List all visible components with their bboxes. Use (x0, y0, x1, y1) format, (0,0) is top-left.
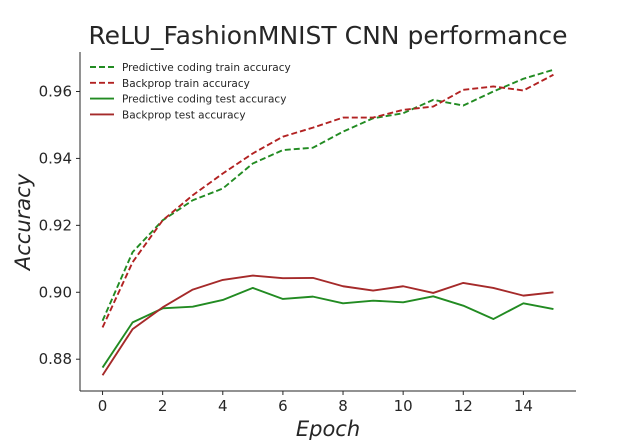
x-tick-label: 8 (338, 397, 348, 415)
x-tick-label: 2 (158, 397, 168, 415)
chart-title: ReLU_FashionMNIST CNN performance (88, 21, 567, 50)
series-line-2 (101, 73, 554, 328)
series-line-4 (101, 274, 554, 376)
x-axis-label: Epoch (296, 417, 360, 440)
x-tick-label: 14 (514, 397, 533, 415)
y-tick-label: 0.92 (39, 216, 72, 234)
axis-ticks: 0 2 4 6 8 10 12 14 0.88 0.90 0.92 0.94 0.96 (39, 82, 533, 415)
legend-label: Backprop test accuracy (122, 109, 246, 121)
series-line-3 (101, 286, 554, 369)
legend: Predictive coding train accuracy Backprop… (90, 62, 291, 121)
y-tick-label: 0.94 (39, 149, 72, 167)
x-tick-label: 4 (218, 397, 228, 415)
series-lines (101, 68, 554, 376)
legend-label: Predictive coding train accuracy (122, 62, 291, 74)
y-tick-label: 0.96 (39, 82, 72, 100)
legend-label: Predictive coding test accuracy (122, 94, 286, 106)
legend-label: Backprop train accuracy (122, 78, 250, 90)
x-tick-label: 0 (98, 397, 108, 415)
y-tick-label: 0.88 (39, 350, 72, 368)
x-tick-label: 10 (394, 397, 413, 415)
x-tick-label: 12 (454, 397, 473, 415)
series-line-1 (101, 68, 554, 322)
x-tick-label: 6 (278, 397, 288, 415)
y-tick-label: 0.90 (39, 283, 72, 301)
y-axis-label: Accuracy (11, 173, 35, 272)
plot-area: 0 2 4 6 8 10 12 14 0.88 0.90 0.92 0.94 0.96 Predicti… (39, 52, 576, 415)
